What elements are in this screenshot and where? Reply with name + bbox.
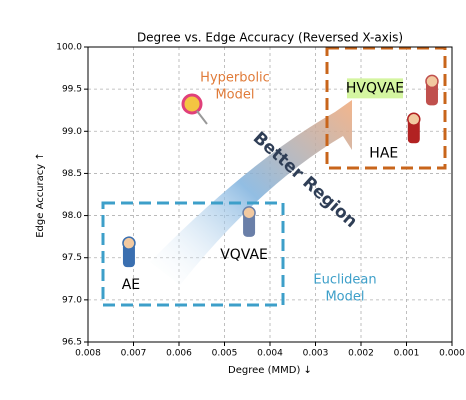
x-tick-label: 0.008 [75,349,101,359]
plot-frame [87,46,453,343]
marker-head [407,112,421,127]
x-tick-label: 0.005 [212,349,238,359]
chart-title: Degree vs. Edge Accuracy (Reversed X-axi… [137,31,403,45]
y-tick-label: 98.0 [62,211,82,221]
point-marker [425,74,439,106]
point-label: AE [122,277,140,293]
x-tick-label: 0.004 [257,349,283,359]
annotation: Hyperbolic [200,71,270,86]
point-marker [407,112,421,144]
marker-head [122,236,136,250]
x-tick-label: 0.001 [394,349,420,359]
icon [196,110,208,125]
euclidean-region [101,201,285,307]
annotation: Model [325,290,364,305]
x-tick-label: 0.007 [121,349,147,359]
x-tick-label: 0.006 [166,349,192,359]
y-tick-label: 100.0 [56,43,82,53]
label-background [346,78,403,99]
x-axis-label: Degree (MMD) ↓ [228,365,312,376]
x-tick-label: 0.002 [348,349,374,359]
hyperbolic-region [325,46,447,170]
y-tick-label: 96.5 [62,338,82,348]
marker-head [425,74,439,89]
y-tick-label: 98.5 [62,169,82,179]
point-label: HVQVAE [346,80,404,96]
y-tick-label: 99.0 [62,127,82,137]
y-tick-label: 99.5 [62,85,82,95]
x-tick-label: 0.000 [439,349,465,359]
y-tick-label: 97.0 [62,295,82,305]
arrow [150,100,352,285]
point-label: HAE [369,145,398,161]
y-tick-label: 97.5 [62,253,82,263]
point-label: VQVAE [220,247,268,263]
annotation: Euclidean [313,273,376,288]
annotation: Model [215,88,254,103]
y-axis-label: Edge Accuracy ↑ [35,152,46,238]
point-marker [242,206,256,237]
icon [181,93,203,115]
marker-head [242,206,256,220]
point-marker [122,236,136,268]
x-tick-label: 0.003 [303,349,329,359]
